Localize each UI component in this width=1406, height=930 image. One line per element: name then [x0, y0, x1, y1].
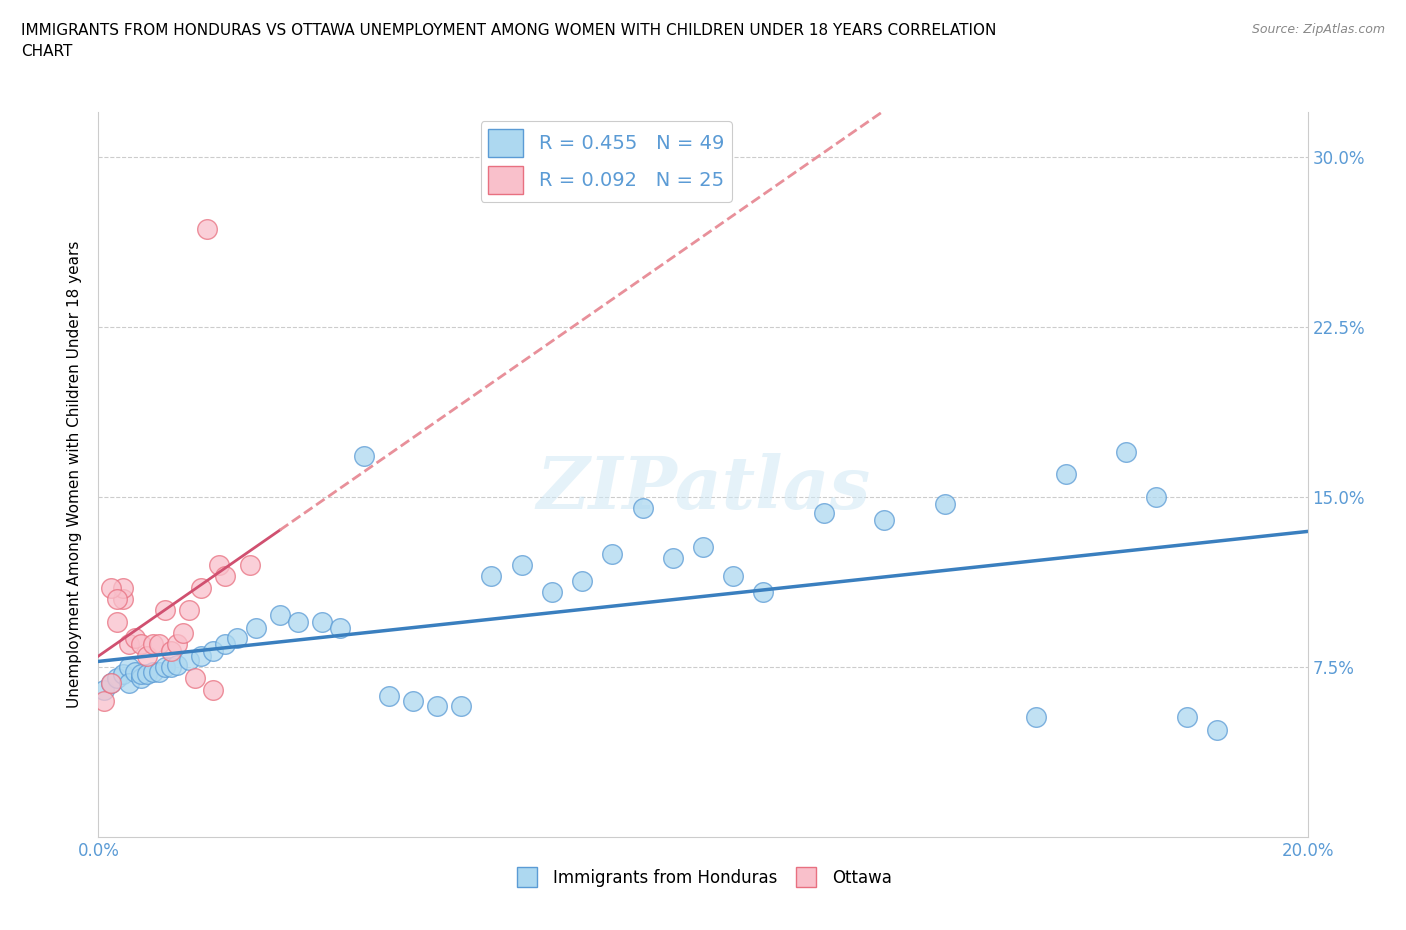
Point: [105, 671, 128, 685]
Point: [118, 637, 141, 652]
Point: [214, 637, 236, 652]
Point: [166, 658, 188, 672]
Point: [148, 637, 170, 652]
Point: [1206, 723, 1229, 737]
Point: [111, 591, 134, 606]
Point: [105, 591, 128, 606]
Point: [160, 644, 183, 658]
Point: [426, 698, 449, 713]
Point: [166, 637, 188, 652]
Point: [111, 580, 134, 595]
Point: [142, 637, 165, 652]
Point: [226, 631, 249, 645]
Point: [148, 664, 170, 679]
Point: [135, 666, 157, 681]
Point: [269, 607, 291, 622]
Point: [124, 664, 146, 679]
Point: [402, 694, 425, 709]
Point: [129, 637, 152, 652]
Point: [153, 659, 176, 674]
Point: [179, 603, 201, 618]
Point: [111, 666, 134, 681]
Point: [571, 574, 593, 589]
Point: [118, 675, 141, 690]
Point: [752, 585, 775, 600]
Point: [179, 653, 201, 668]
Point: [245, 621, 267, 636]
Point: [873, 512, 896, 527]
Point: [129, 666, 152, 681]
Point: [631, 501, 654, 516]
Point: [214, 569, 236, 584]
Point: [153, 603, 176, 618]
Point: [129, 671, 152, 685]
Point: [100, 580, 122, 595]
Point: [661, 551, 683, 565]
Point: [184, 671, 207, 685]
Point: [1024, 710, 1046, 724]
Point: [239, 558, 262, 573]
Point: [135, 648, 157, 663]
Text: IMMIGRANTS FROM HONDURAS VS OTTAWA UNEMPLOYMENT AMONG WOMEN WITH CHILDREN UNDER : IMMIGRANTS FROM HONDURAS VS OTTAWA UNEMP…: [21, 23, 997, 60]
Point: [723, 569, 745, 584]
Point: [353, 449, 375, 464]
Point: [1144, 489, 1167, 504]
Point: [287, 614, 309, 629]
Point: [160, 659, 183, 674]
Point: [190, 580, 212, 595]
Text: Source: ZipAtlas.com: Source: ZipAtlas.com: [1251, 23, 1385, 36]
Point: [510, 558, 533, 573]
Point: [172, 626, 194, 641]
Point: [195, 222, 218, 237]
Point: [202, 683, 225, 698]
Point: [450, 698, 472, 713]
Point: [124, 631, 146, 645]
Point: [93, 683, 115, 698]
Point: [1175, 710, 1198, 724]
Point: [602, 546, 624, 561]
Point: [311, 614, 333, 629]
Point: [481, 569, 503, 584]
Point: [813, 505, 835, 520]
Point: [142, 664, 165, 679]
Point: [190, 648, 212, 663]
Point: [1054, 467, 1077, 482]
Y-axis label: Unemployment Among Women with Children Under 18 years: Unemployment Among Women with Children U…: [67, 241, 83, 708]
Point: [93, 694, 115, 709]
Point: [118, 659, 141, 674]
Legend: Immigrants from Honduras, Ottawa: Immigrants from Honduras, Ottawa: [508, 863, 898, 894]
Point: [202, 644, 225, 658]
Point: [692, 539, 714, 554]
Point: [377, 689, 399, 704]
Point: [540, 585, 562, 600]
Point: [100, 675, 122, 690]
Point: [100, 675, 122, 690]
Point: [934, 497, 956, 512]
Point: [1115, 445, 1137, 459]
Point: [208, 558, 231, 573]
Point: [329, 621, 352, 636]
Point: [105, 614, 128, 629]
Text: ZIPatlas: ZIPatlas: [536, 453, 870, 525]
